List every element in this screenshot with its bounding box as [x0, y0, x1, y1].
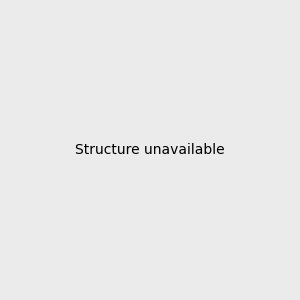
Text: Structure unavailable: Structure unavailable	[75, 143, 225, 157]
